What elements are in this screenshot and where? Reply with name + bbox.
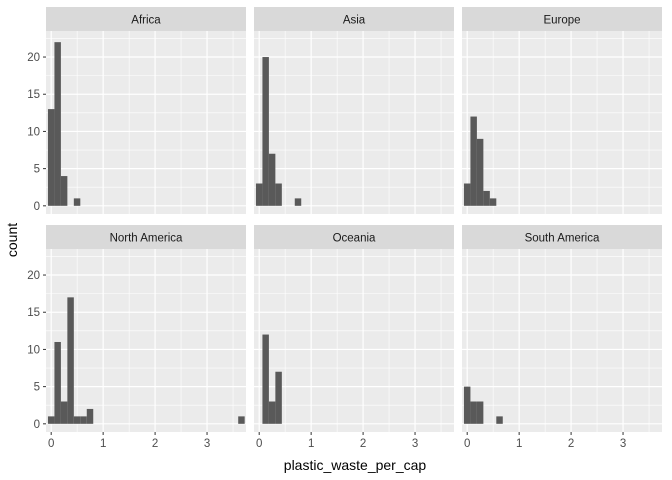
y-tick-label: 20 [27,270,40,282]
histogram-bar [54,42,61,206]
facet-oceania: Oceania [254,225,454,432]
histogram-bar [47,109,55,206]
histogram-bar [60,176,68,206]
histogram-bar [476,401,484,424]
x-tick-label: 2 [152,438,158,450]
x-tick-label: 0 [464,438,470,450]
y-tick-label: 5 [34,382,40,394]
y-tick-label: 10 [27,126,40,138]
histogram-bar [483,190,490,206]
histogram-bar [54,341,61,424]
histogram-bar [67,297,74,424]
x-tick-label: 1 [100,438,106,450]
histogram-bar [268,153,276,206]
histogram-bars [262,334,282,424]
y-tick-label: 20 [27,52,40,64]
facet-south-america: South America [462,225,662,432]
histogram-bar [496,416,503,424]
x-tick-label: 2 [360,438,366,450]
x-axis-oceania: 0 1 2 3 [256,432,418,450]
y-tick-label: 10 [27,344,40,356]
x-tick-label: 0 [256,438,262,450]
gridlines [462,249,662,432]
histogram-bar [268,401,276,424]
x-tick-label: 3 [620,438,626,450]
facet-panels: Africa Asia Europe North America Oceania Sout… [46,7,662,432]
histogram-bar [60,401,68,424]
facet-strip-label: Europe [543,15,580,27]
histogram-bar [470,401,477,424]
histogram-bar [262,57,269,206]
x-tick-label: 1 [308,438,314,450]
y-tick-label: 5 [34,164,40,176]
histogram-bar [463,183,471,206]
histogram-bar [294,198,302,206]
y-axis-title: count [4,223,20,257]
facet-strip-label: Oceania [333,233,376,245]
histogram-bar [73,416,81,424]
histogram-bar [255,183,263,206]
x-tick-label: 3 [204,438,210,450]
histogram-bar [73,198,81,206]
gridlines [254,31,454,214]
facet-strip [254,225,454,249]
histogram-bar [489,198,497,206]
histogram-bar [275,371,282,424]
facet-europe: Europe [462,7,662,214]
histogram-bar [275,183,282,206]
panel-background [462,31,662,214]
y-axis-north-america: 0 5 10 15 20 [27,270,46,431]
x-axis-title: plastic_waste_per_cap [284,457,427,473]
gridlines [254,249,454,432]
histogram-bar [463,386,471,424]
histogram-bar [47,416,55,424]
histogram-bars [47,297,245,424]
x-tick-label: 2 [568,438,574,450]
x-tick-label: 3 [412,438,418,450]
facet-strip-label: North America [110,233,183,245]
histogram-bars [255,57,302,206]
facet-strip [46,7,246,31]
facet-strip [462,225,662,249]
facet-africa: Africa [46,7,246,214]
histogram-bar [86,408,94,424]
facet-strip [462,7,662,31]
facet-strip-label: Asia [343,15,366,27]
panel-background [462,249,662,432]
y-tick-label: 0 [34,419,40,431]
y-tick-label: 0 [34,201,40,213]
facet-asia: Asia [254,7,454,214]
histogram-bar [238,416,245,424]
x-axis-south-america: 0 1 2 3 [464,432,626,450]
histogram-bars [463,116,497,206]
y-tick-label: 15 [27,307,40,319]
y-axis-africa: 0 5 10 15 20 [27,52,46,213]
x-tick-label: 1 [516,438,522,450]
y-tick-label: 15 [27,89,40,101]
facet-strip [254,7,454,31]
x-axis-north-america: 0 1 2 3 [48,432,210,450]
histogram-bar [470,116,477,206]
panel-background [254,31,454,214]
facet-strip-label: Africa [131,15,161,27]
histogram-bars [47,42,81,206]
x-tick-label: 0 [48,438,54,450]
facet-north-america: North America [46,225,246,432]
axes: 0 5 10 15 20 0 5 10 15 20 0 1 2 3 0 1 2 3 0 1 2 3 [27,52,626,450]
histogram-bars [463,386,503,424]
histogram-bar [476,138,484,206]
panel-background [46,249,246,432]
histogram-bar [262,334,269,424]
panel-background [254,249,454,432]
facet-strip [46,225,246,249]
histogram-bar [80,416,87,424]
panel-background [46,31,246,214]
facet-strip-label: South America [525,233,600,245]
